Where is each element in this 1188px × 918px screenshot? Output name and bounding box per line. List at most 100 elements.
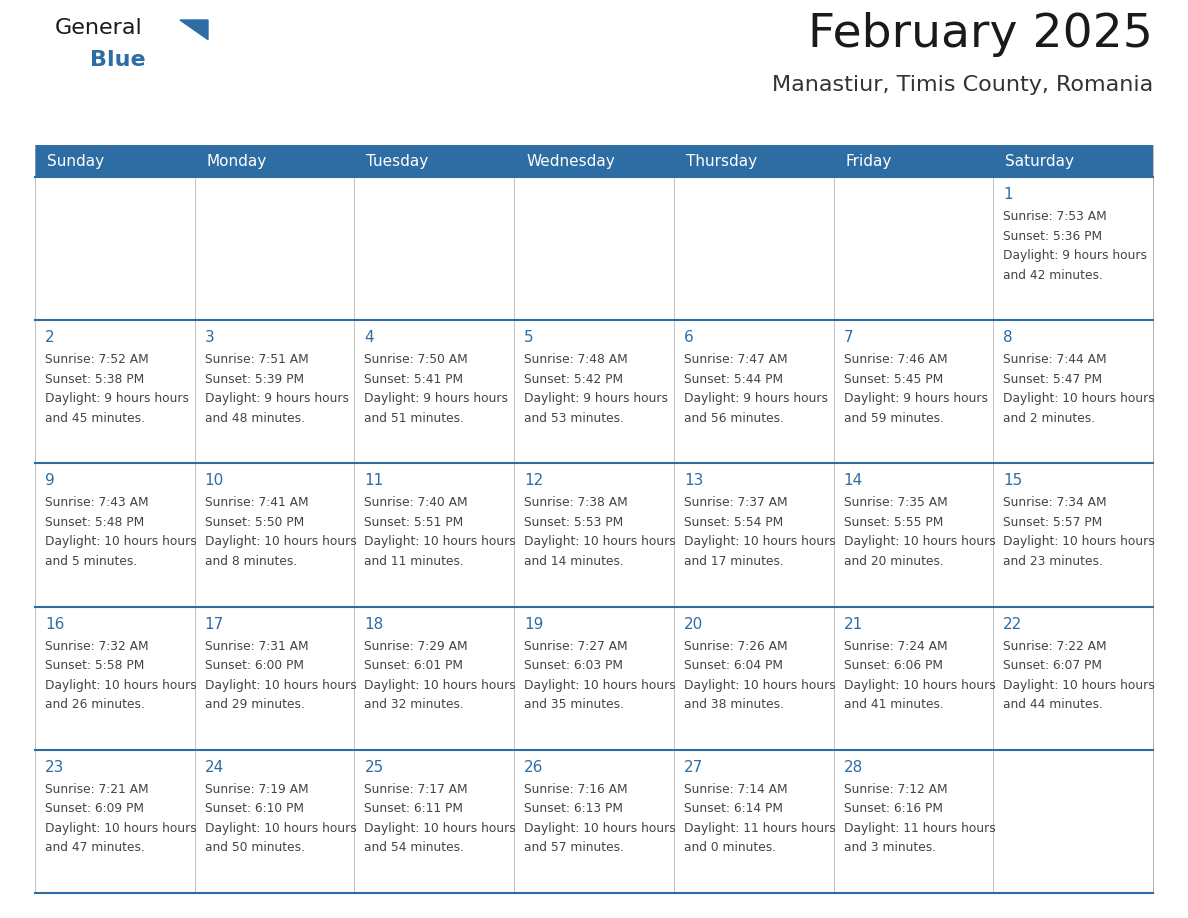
Text: Sunset: 5:53 PM: Sunset: 5:53 PM [524, 516, 624, 529]
Text: 5: 5 [524, 330, 533, 345]
Text: Sunset: 6:11 PM: Sunset: 6:11 PM [365, 802, 463, 815]
Text: Friday: Friday [846, 153, 892, 169]
Text: Sunset: 5:54 PM: Sunset: 5:54 PM [684, 516, 783, 529]
Text: Sunrise: 7:48 AM: Sunrise: 7:48 AM [524, 353, 628, 366]
Bar [195, 607, 354, 750]
Text: Sunset: 6:04 PM: Sunset: 6:04 PM [684, 659, 783, 672]
Bar [834, 750, 993, 893]
Text: Sunrise: 7:37 AM: Sunrise: 7:37 AM [684, 497, 788, 509]
Text: 26: 26 [524, 760, 544, 775]
Text: Daylight: 10 hours hours: Daylight: 10 hours hours [843, 678, 996, 691]
Bar [514, 145, 674, 177]
Text: Sunrise: 7:31 AM: Sunrise: 7:31 AM [204, 640, 309, 653]
Text: 3: 3 [204, 330, 215, 345]
Text: 8: 8 [1004, 330, 1013, 345]
Text: 12: 12 [524, 474, 543, 488]
Text: and 51 minutes.: and 51 minutes. [365, 411, 465, 425]
Text: Daylight: 11 hours hours: Daylight: 11 hours hours [843, 822, 996, 834]
Text: Sunset: 5:50 PM: Sunset: 5:50 PM [204, 516, 304, 529]
Bar [834, 320, 993, 464]
Text: and 41 minutes.: and 41 minutes. [843, 698, 943, 711]
Text: Sunset: 5:44 PM: Sunset: 5:44 PM [684, 373, 783, 386]
Text: Sunrise: 7:50 AM: Sunrise: 7:50 AM [365, 353, 468, 366]
Text: 1: 1 [1004, 187, 1013, 202]
Text: and 44 minutes.: and 44 minutes. [1004, 698, 1104, 711]
Text: and 26 minutes.: and 26 minutes. [45, 698, 145, 711]
Bar [34, 750, 195, 893]
Text: and 48 minutes.: and 48 minutes. [204, 411, 304, 425]
Bar [354, 607, 514, 750]
Text: and 23 minutes.: and 23 minutes. [1004, 554, 1104, 568]
Text: and 50 minutes.: and 50 minutes. [204, 841, 304, 855]
Text: Daylight: 9 hours hours: Daylight: 9 hours hours [843, 392, 987, 405]
Text: Daylight: 9 hours hours: Daylight: 9 hours hours [45, 392, 189, 405]
Text: Daylight: 10 hours hours: Daylight: 10 hours hours [204, 535, 356, 548]
Text: 24: 24 [204, 760, 225, 775]
Text: 22: 22 [1004, 617, 1023, 632]
Text: Sunrise: 7:34 AM: Sunrise: 7:34 AM [1004, 497, 1107, 509]
Text: Sunrise: 7:52 AM: Sunrise: 7:52 AM [45, 353, 148, 366]
Bar [514, 320, 674, 464]
Text: Thursday: Thursday [685, 153, 757, 169]
Bar [514, 750, 674, 893]
Text: Sunset: 6:09 PM: Sunset: 6:09 PM [45, 802, 144, 815]
Text: and 8 minutes.: and 8 minutes. [204, 554, 297, 568]
Text: Sunset: 6:07 PM: Sunset: 6:07 PM [1004, 659, 1102, 672]
Bar [993, 145, 1154, 177]
Text: and 38 minutes.: and 38 minutes. [684, 698, 784, 711]
Text: 2: 2 [45, 330, 55, 345]
Text: Sunrise: 7:19 AM: Sunrise: 7:19 AM [204, 783, 309, 796]
Text: Sunset: 5:45 PM: Sunset: 5:45 PM [843, 373, 943, 386]
Text: Daylight: 10 hours hours: Daylight: 10 hours hours [843, 535, 996, 548]
Text: Sunset: 5:57 PM: Sunset: 5:57 PM [1004, 516, 1102, 529]
Text: Daylight: 9 hours hours: Daylight: 9 hours hours [524, 392, 668, 405]
Text: 25: 25 [365, 760, 384, 775]
Text: Daylight: 10 hours hours: Daylight: 10 hours hours [684, 678, 835, 691]
Text: Tuesday: Tuesday [366, 153, 429, 169]
Bar [195, 464, 354, 607]
Text: 28: 28 [843, 760, 862, 775]
Text: 18: 18 [365, 617, 384, 632]
Text: 13: 13 [684, 474, 703, 488]
Text: Daylight: 9 hours hours: Daylight: 9 hours hours [1004, 249, 1148, 262]
Bar [34, 464, 195, 607]
Text: Sunrise: 7:51 AM: Sunrise: 7:51 AM [204, 353, 309, 366]
Text: General: General [55, 18, 143, 38]
Bar [674, 320, 834, 464]
Bar [674, 464, 834, 607]
Text: 17: 17 [204, 617, 225, 632]
Bar [34, 145, 195, 177]
Text: Saturday: Saturday [1005, 153, 1074, 169]
Text: and 11 minutes.: and 11 minutes. [365, 554, 465, 568]
Text: Sunrise: 7:53 AM: Sunrise: 7:53 AM [1004, 210, 1107, 223]
Text: Sunset: 5:36 PM: Sunset: 5:36 PM [1004, 230, 1102, 242]
Text: and 53 minutes.: and 53 minutes. [524, 411, 624, 425]
Bar [514, 607, 674, 750]
Text: and 29 minutes.: and 29 minutes. [204, 698, 304, 711]
Text: Daylight: 10 hours hours: Daylight: 10 hours hours [1004, 678, 1155, 691]
Text: Sunrise: 7:27 AM: Sunrise: 7:27 AM [524, 640, 627, 653]
Text: Sunset: 5:48 PM: Sunset: 5:48 PM [45, 516, 144, 529]
Text: Daylight: 9 hours hours: Daylight: 9 hours hours [204, 392, 349, 405]
Bar [514, 177, 674, 320]
Bar [195, 177, 354, 320]
Text: Sunrise: 7:32 AM: Sunrise: 7:32 AM [45, 640, 148, 653]
Bar [993, 464, 1154, 607]
Text: Sunset: 6:03 PM: Sunset: 6:03 PM [524, 659, 624, 672]
Text: Daylight: 10 hours hours: Daylight: 10 hours hours [45, 535, 197, 548]
Bar [195, 145, 354, 177]
Text: 27: 27 [684, 760, 703, 775]
Text: Sunset: 6:00 PM: Sunset: 6:00 PM [204, 659, 304, 672]
Bar [195, 750, 354, 893]
Bar [34, 607, 195, 750]
Text: Sunset: 6:06 PM: Sunset: 6:06 PM [843, 659, 942, 672]
Text: Daylight: 10 hours hours: Daylight: 10 hours hours [204, 678, 356, 691]
Bar [834, 464, 993, 607]
Text: Daylight: 10 hours hours: Daylight: 10 hours hours [204, 822, 356, 834]
Bar [993, 177, 1154, 320]
Text: and 54 minutes.: and 54 minutes. [365, 841, 465, 855]
Bar [514, 464, 674, 607]
Text: Daylight: 10 hours hours: Daylight: 10 hours hours [1004, 392, 1155, 405]
Text: and 35 minutes.: and 35 minutes. [524, 698, 624, 711]
Text: Wednesday: Wednesday [526, 153, 615, 169]
